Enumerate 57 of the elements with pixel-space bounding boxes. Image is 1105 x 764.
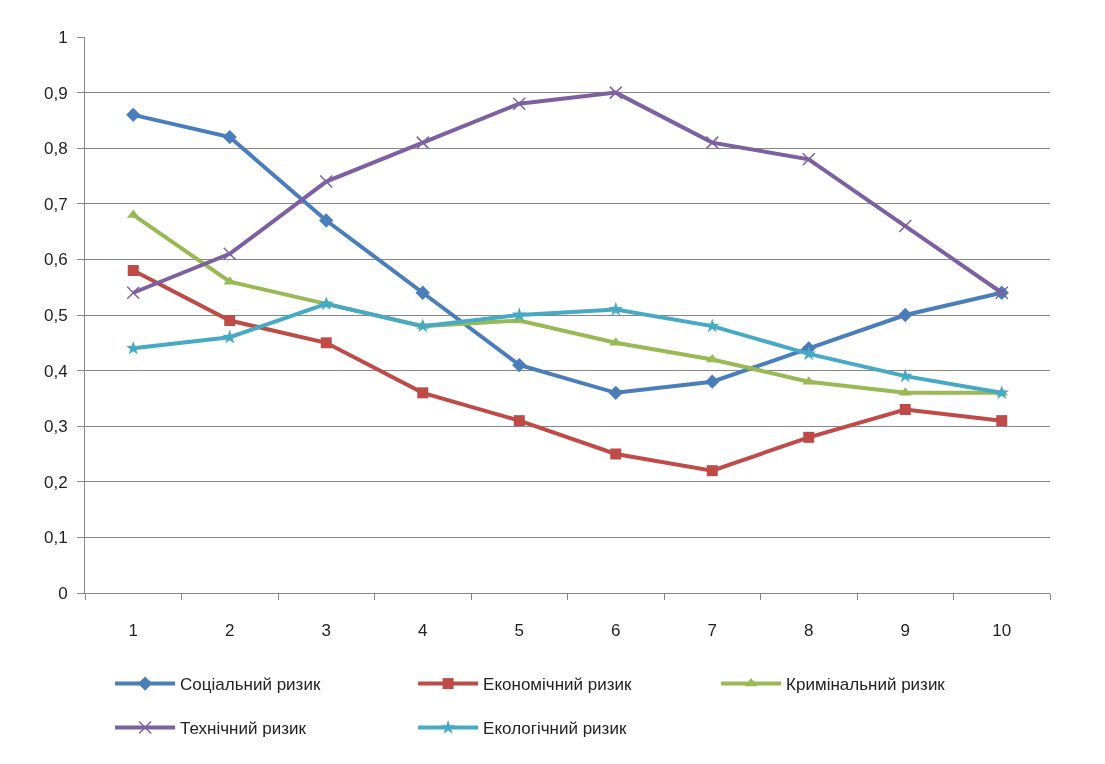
point bbox=[512, 96, 526, 111]
y-tick-label: 0,5 bbox=[43, 305, 68, 325]
point bbox=[223, 247, 237, 261]
x-tick-label: 6 bbox=[611, 621, 621, 641]
point bbox=[609, 85, 623, 100]
point bbox=[416, 135, 430, 150]
legend-label: Кримінальний ризик bbox=[786, 675, 946, 695]
x-tick-label: 8 bbox=[804, 621, 814, 641]
point bbox=[415, 285, 430, 300]
point bbox=[222, 129, 237, 145]
x-tick-label: 4 bbox=[418, 621, 428, 641]
y-tick-label: 0,9 bbox=[43, 83, 68, 103]
point bbox=[706, 465, 718, 477]
point bbox=[319, 213, 334, 228]
point bbox=[417, 387, 429, 399]
point bbox=[608, 385, 623, 400]
x-tick-label: 7 bbox=[707, 621, 717, 641]
point bbox=[320, 337, 332, 349]
point bbox=[996, 415, 1008, 427]
x-tick-label: 9 bbox=[900, 621, 910, 641]
y-tick-label: 0 bbox=[58, 583, 68, 603]
point bbox=[126, 107, 141, 122]
legend-label: Технічний ризик bbox=[180, 719, 307, 739]
point bbox=[705, 353, 719, 363]
point bbox=[802, 152, 816, 167]
point bbox=[511, 307, 527, 322]
x-tick-label: 5 bbox=[514, 621, 524, 641]
y-tick-label: 0,3 bbox=[43, 417, 68, 437]
legend-label: Економічний ризик bbox=[483, 675, 633, 695]
x-tick-label: 3 bbox=[321, 621, 331, 641]
point bbox=[513, 415, 525, 427]
x-tick-label: 2 bbox=[225, 621, 235, 641]
point bbox=[318, 296, 334, 311]
point bbox=[704, 318, 720, 333]
y-tick-label: 0,4 bbox=[43, 361, 68, 381]
y-tick-label: 0,2 bbox=[43, 472, 68, 492]
point bbox=[512, 357, 527, 373]
y-tick-label: 1 bbox=[58, 27, 68, 47]
point bbox=[705, 135, 719, 150]
point bbox=[319, 174, 333, 189]
x-tick-label: 10 bbox=[992, 621, 1012, 641]
point bbox=[126, 286, 140, 300]
point bbox=[608, 301, 624, 316]
point bbox=[610, 448, 622, 460]
point bbox=[127, 265, 139, 277]
point bbox=[898, 307, 913, 323]
legend-label: Соціальний ризик bbox=[180, 675, 321, 695]
point bbox=[803, 431, 815, 443]
x-tick-label: 1 bbox=[128, 621, 138, 641]
point bbox=[224, 315, 236, 327]
y-tick-label: 0,8 bbox=[43, 139, 68, 159]
y-tick-label: 0,1 bbox=[43, 528, 68, 548]
y-tick-label: 0,7 bbox=[43, 194, 68, 214]
y-tick-label: 0,6 bbox=[43, 250, 68, 270]
legend-label: Екологічний ризик bbox=[483, 719, 627, 739]
point bbox=[899, 404, 911, 416]
point bbox=[705, 374, 720, 389]
